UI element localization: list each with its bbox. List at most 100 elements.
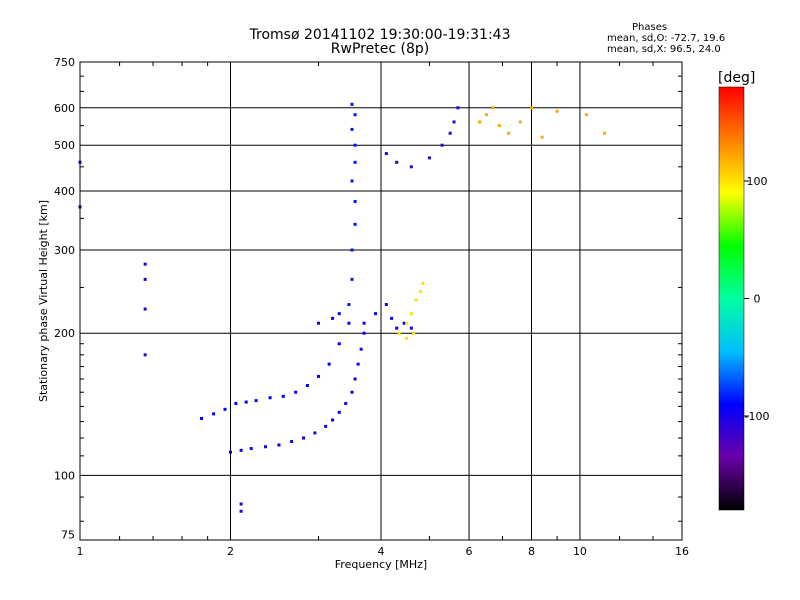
data-point	[419, 290, 423, 294]
colorbar-tick-label: 0	[754, 293, 761, 306]
data-point	[421, 281, 425, 285]
colorbar-unit-label: [deg]	[718, 70, 756, 86]
data-point	[353, 143, 357, 147]
data-point	[347, 303, 351, 307]
data-point	[409, 312, 413, 316]
data-point	[244, 400, 248, 404]
y-tick-label: 100	[54, 469, 75, 482]
data-point	[353, 222, 357, 226]
data-point	[409, 326, 413, 330]
y-tick-label: 750	[54, 56, 75, 69]
x-tick-label: 6	[466, 545, 473, 558]
data-point	[331, 316, 335, 320]
data-point	[143, 277, 147, 281]
data-point	[200, 416, 204, 420]
x-tick-label: 8	[528, 545, 535, 558]
stats-o-mode: mean, sd,O: -72.7, 19.6	[607, 33, 726, 44]
data-point	[390, 316, 394, 320]
chart-title-line-1: Tromsø 20141102 19:30:00-19:31:43	[249, 27, 511, 43]
data-point	[229, 450, 232, 454]
data-point	[395, 160, 399, 164]
data-point	[530, 106, 533, 110]
y-axis-label: Stationary phase Virtual Height [km]	[37, 200, 50, 402]
data-point	[350, 390, 354, 394]
colorbar-tick-label: 100	[747, 175, 768, 188]
data-point	[317, 321, 321, 325]
data-point	[540, 135, 544, 139]
data-point	[448, 131, 452, 135]
data-point	[143, 353, 147, 357]
y-tick-label: 500	[54, 139, 75, 152]
y-tick-label: 300	[54, 244, 75, 257]
data-point	[344, 401, 348, 405]
data-point	[402, 321, 406, 325]
data-point	[350, 102, 354, 106]
data-point	[249, 447, 253, 451]
data-point	[337, 410, 341, 414]
data-point	[254, 399, 258, 403]
y-tick-label: 600	[54, 102, 75, 115]
x-tick-label: 16	[675, 545, 689, 558]
data-point	[290, 439, 294, 443]
data-point	[507, 131, 511, 135]
data-point	[518, 120, 522, 124]
data-point	[359, 347, 363, 351]
data-point	[405, 336, 409, 340]
data-point	[456, 106, 460, 110]
data-point	[268, 396, 272, 400]
stats-heading: Phases	[632, 22, 668, 33]
x-tick-label: 2	[227, 545, 234, 558]
data-point	[409, 165, 413, 169]
colorbar-tick-label: -100	[745, 410, 770, 423]
data-point	[353, 200, 357, 204]
data-point	[239, 448, 243, 452]
data-point	[331, 418, 335, 422]
data-point	[143, 307, 147, 311]
data-point	[324, 424, 328, 428]
x-tick-label: 4	[378, 545, 385, 558]
data-point	[337, 312, 341, 316]
data-point	[347, 321, 351, 325]
data-point	[427, 156, 431, 160]
data-point	[555, 109, 559, 113]
data-point	[337, 342, 341, 346]
data-point	[239, 509, 243, 513]
data-point	[281, 394, 285, 398]
data-point	[362, 331, 366, 335]
data-point	[327, 362, 331, 366]
colorbar-ticks: 100 0 -100	[744, 175, 769, 423]
x-tick-label: 10	[573, 545, 587, 558]
data-point	[452, 120, 456, 124]
data-point	[305, 384, 309, 388]
data-point	[350, 248, 354, 252]
data-point	[491, 106, 495, 110]
data-point	[302, 436, 306, 440]
data-point	[294, 390, 298, 394]
data-point	[356, 362, 360, 366]
data-point	[362, 321, 366, 325]
plot-frame	[79, 61, 683, 541]
y-tick-label: 400	[54, 185, 75, 198]
data-point	[212, 412, 216, 416]
data-point	[395, 326, 399, 330]
y-tick-label: 75	[61, 528, 75, 541]
data-points	[78, 102, 607, 513]
data-point	[239, 502, 243, 506]
stats-x-mode: mean, sd,X: 96.5, 24.0	[607, 44, 721, 55]
data-point	[584, 113, 588, 117]
data-point	[397, 331, 401, 335]
data-point	[414, 298, 418, 302]
data-point	[350, 277, 354, 281]
data-point	[350, 179, 354, 183]
grid-lines	[80, 62, 682, 540]
data-point	[603, 131, 607, 135]
data-point	[223, 407, 227, 411]
x-tick-label: 1	[77, 545, 84, 558]
data-point	[478, 120, 482, 124]
data-point	[353, 113, 357, 117]
data-point	[412, 331, 416, 335]
data-point	[374, 312, 378, 316]
chart-title-line-2: RwPretec (8p)	[330, 41, 430, 57]
x-axis-label: Frequency [MHz]	[335, 558, 427, 571]
